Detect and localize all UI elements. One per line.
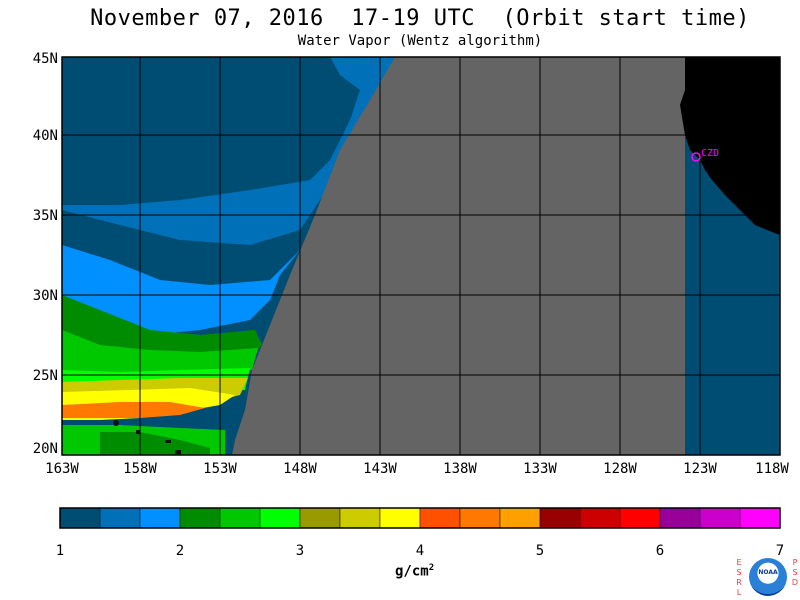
map-title: November 07, 2016 17-19 UTC (Orbit start… bbox=[90, 6, 750, 31]
lat-label-35n: 35N bbox=[32, 208, 58, 224]
colorbar-swatch bbox=[699, 507, 741, 529]
station-label: CZD bbox=[701, 148, 719, 159]
lat-label-45n: 45N bbox=[32, 51, 58, 67]
station-marker: CZD bbox=[691, 148, 719, 162]
lon-label-123w: 123W bbox=[683, 461, 717, 477]
colorbar-swatch bbox=[179, 507, 221, 529]
colorbar bbox=[59, 507, 781, 529]
lon-label-163w: 163W bbox=[45, 461, 79, 477]
colorbar-swatch bbox=[619, 507, 661, 529]
lon-label-153w: 153W bbox=[203, 461, 237, 477]
colorbar-units: g/cm2 bbox=[395, 563, 435, 580]
vapor-region-4-3 bbox=[62, 402, 205, 418]
colorbar-swatch bbox=[499, 507, 541, 529]
lon-label-133w: 133W bbox=[523, 461, 557, 477]
colorbar-swatch bbox=[99, 507, 141, 529]
lon-label-148w: 148W bbox=[283, 461, 317, 477]
lon-label-128w: 128W bbox=[603, 461, 637, 477]
noaa-emblem bbox=[749, 558, 787, 596]
lon-label-158w: 158W bbox=[123, 461, 157, 477]
colorbar-swatch bbox=[139, 507, 181, 529]
hawaiian-islands bbox=[113, 420, 181, 454]
vapor-region-2-0-south bbox=[100, 432, 210, 455]
colorbar-swatch bbox=[59, 507, 101, 529]
lon-label-138w: 138W bbox=[443, 461, 477, 477]
colorbar-tick-6: 6 bbox=[655, 543, 665, 559]
vapor-region-1-7 bbox=[62, 245, 300, 335]
colorbar-swatch bbox=[259, 507, 301, 529]
vapor-region-1-3 bbox=[62, 57, 395, 245]
lat-label-25n: 25N bbox=[32, 368, 58, 384]
lon-label-143w: 143W bbox=[363, 461, 397, 477]
colorbar-swatch bbox=[659, 507, 701, 529]
colorbar-tick-2: 2 bbox=[175, 543, 185, 559]
colorbar-swatch bbox=[299, 507, 341, 529]
colorbar-tick-1: 1 bbox=[55, 543, 65, 559]
colorbar-swatch bbox=[379, 507, 421, 529]
colorbar-frame bbox=[59, 507, 781, 529]
map-frame bbox=[61, 56, 781, 456]
colorbar-swatch bbox=[419, 507, 461, 529]
graticule bbox=[62, 57, 780, 455]
colorbar-tick-3: 3 bbox=[295, 543, 305, 559]
colorbar-swatch bbox=[579, 507, 621, 529]
lon-label-118w: 118W bbox=[755, 461, 789, 477]
no-data-swath bbox=[232, 57, 685, 455]
map-subtitle: Water Vapor (Wentz algorithm) bbox=[297, 33, 543, 49]
lat-label-20n: 20N bbox=[32, 441, 58, 457]
colorbar-swatch bbox=[459, 507, 501, 529]
colorbar-tick-7: 7 bbox=[775, 543, 785, 559]
colorbar-tick-5: 5 bbox=[535, 543, 545, 559]
colorbar-swatch bbox=[739, 507, 781, 529]
lat-label-30n: 30N bbox=[32, 288, 58, 304]
colorbar-tick-4: 4 bbox=[415, 543, 425, 559]
land-area bbox=[680, 57, 780, 235]
noaa-logo-text: NOAA bbox=[758, 569, 778, 576]
lat-label-40n: 40N bbox=[32, 128, 58, 144]
colorbar-swatch bbox=[339, 507, 381, 529]
colorbar-swatch bbox=[539, 507, 581, 529]
colorbar-swatch bbox=[219, 507, 261, 529]
